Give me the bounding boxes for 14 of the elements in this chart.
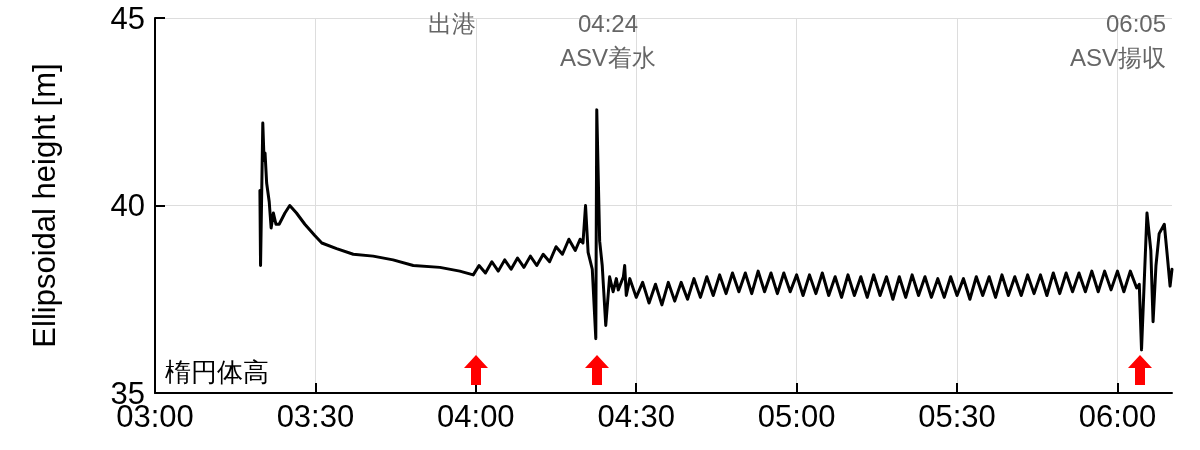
x-tick-label: 05:00 [757, 399, 836, 434]
annotation: 出港 [428, 9, 476, 37]
annotation: 06:05 ASV揚収 [1069, 9, 1166, 71]
text: 楕円体高 [165, 357, 269, 387]
y-tick-label: 45 [110, 0, 145, 36]
x-tick-label: 04:00 [437, 399, 515, 434]
x-tick-label: 03:30 [276, 399, 355, 434]
y-axis-title: Ellipsoidal height [m] [27, 63, 62, 348]
x-tick-label: 05:30 [918, 399, 996, 434]
annotation: 04:24 ASV着水 [559, 9, 657, 71]
x-tick-label: 06:00 [1078, 399, 1157, 434]
line-series [258, 108, 1174, 352]
x-tick-label: 04:30 [597, 399, 676, 434]
y-tick-label: 40 [110, 188, 145, 223]
